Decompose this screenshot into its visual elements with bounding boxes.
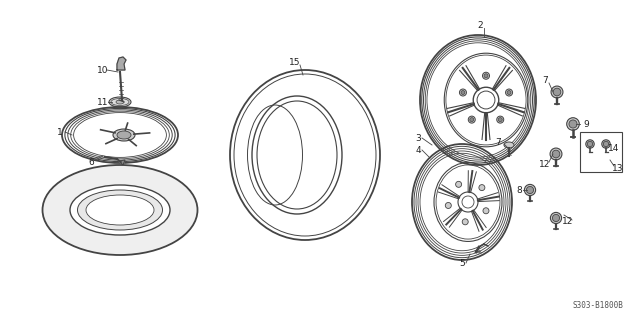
Text: 8: 8 [516, 186, 522, 195]
Ellipse shape [113, 129, 135, 141]
Polygon shape [119, 160, 125, 165]
Circle shape [460, 89, 467, 96]
Circle shape [569, 120, 577, 128]
Ellipse shape [504, 142, 514, 148]
Circle shape [506, 89, 513, 96]
Circle shape [445, 203, 451, 208]
Circle shape [524, 184, 536, 196]
Text: 13: 13 [612, 164, 624, 172]
Text: 12: 12 [540, 159, 550, 169]
Circle shape [550, 212, 562, 224]
Polygon shape [117, 57, 126, 70]
Circle shape [483, 208, 489, 214]
Ellipse shape [70, 185, 170, 235]
Circle shape [497, 116, 504, 123]
Circle shape [588, 141, 593, 147]
Circle shape [526, 186, 534, 194]
Text: 1: 1 [57, 127, 63, 137]
Circle shape [499, 118, 502, 122]
Circle shape [484, 74, 488, 78]
Circle shape [602, 140, 610, 148]
Circle shape [470, 118, 474, 122]
Text: 12: 12 [563, 218, 573, 227]
Ellipse shape [86, 195, 154, 225]
Circle shape [566, 118, 579, 130]
Circle shape [553, 88, 561, 96]
Circle shape [483, 72, 490, 79]
Text: 4: 4 [415, 146, 421, 155]
Circle shape [552, 150, 560, 158]
Text: 7: 7 [495, 138, 501, 147]
Text: 15: 15 [289, 58, 301, 67]
Circle shape [461, 91, 465, 94]
Ellipse shape [109, 97, 131, 107]
Text: 9: 9 [583, 119, 589, 129]
Ellipse shape [77, 190, 163, 230]
Circle shape [550, 148, 562, 160]
Circle shape [604, 141, 609, 147]
Ellipse shape [42, 165, 198, 255]
Text: S303-B1800B: S303-B1800B [573, 301, 623, 310]
Ellipse shape [117, 131, 131, 139]
Text: 14: 14 [608, 143, 620, 153]
Circle shape [507, 91, 511, 94]
Circle shape [462, 219, 468, 225]
Text: 3: 3 [415, 133, 421, 142]
Circle shape [479, 185, 485, 191]
Text: 5: 5 [459, 260, 465, 268]
Circle shape [552, 214, 559, 221]
Text: 11: 11 [97, 98, 109, 107]
Text: 2: 2 [477, 20, 483, 29]
Circle shape [456, 181, 461, 187]
Circle shape [468, 116, 476, 123]
Circle shape [551, 86, 563, 98]
Text: 10: 10 [97, 66, 109, 75]
Ellipse shape [116, 100, 124, 104]
Text: 7: 7 [542, 76, 548, 84]
Text: 6: 6 [88, 157, 94, 166]
Circle shape [586, 140, 594, 148]
Bar [580, 132, 622, 172]
